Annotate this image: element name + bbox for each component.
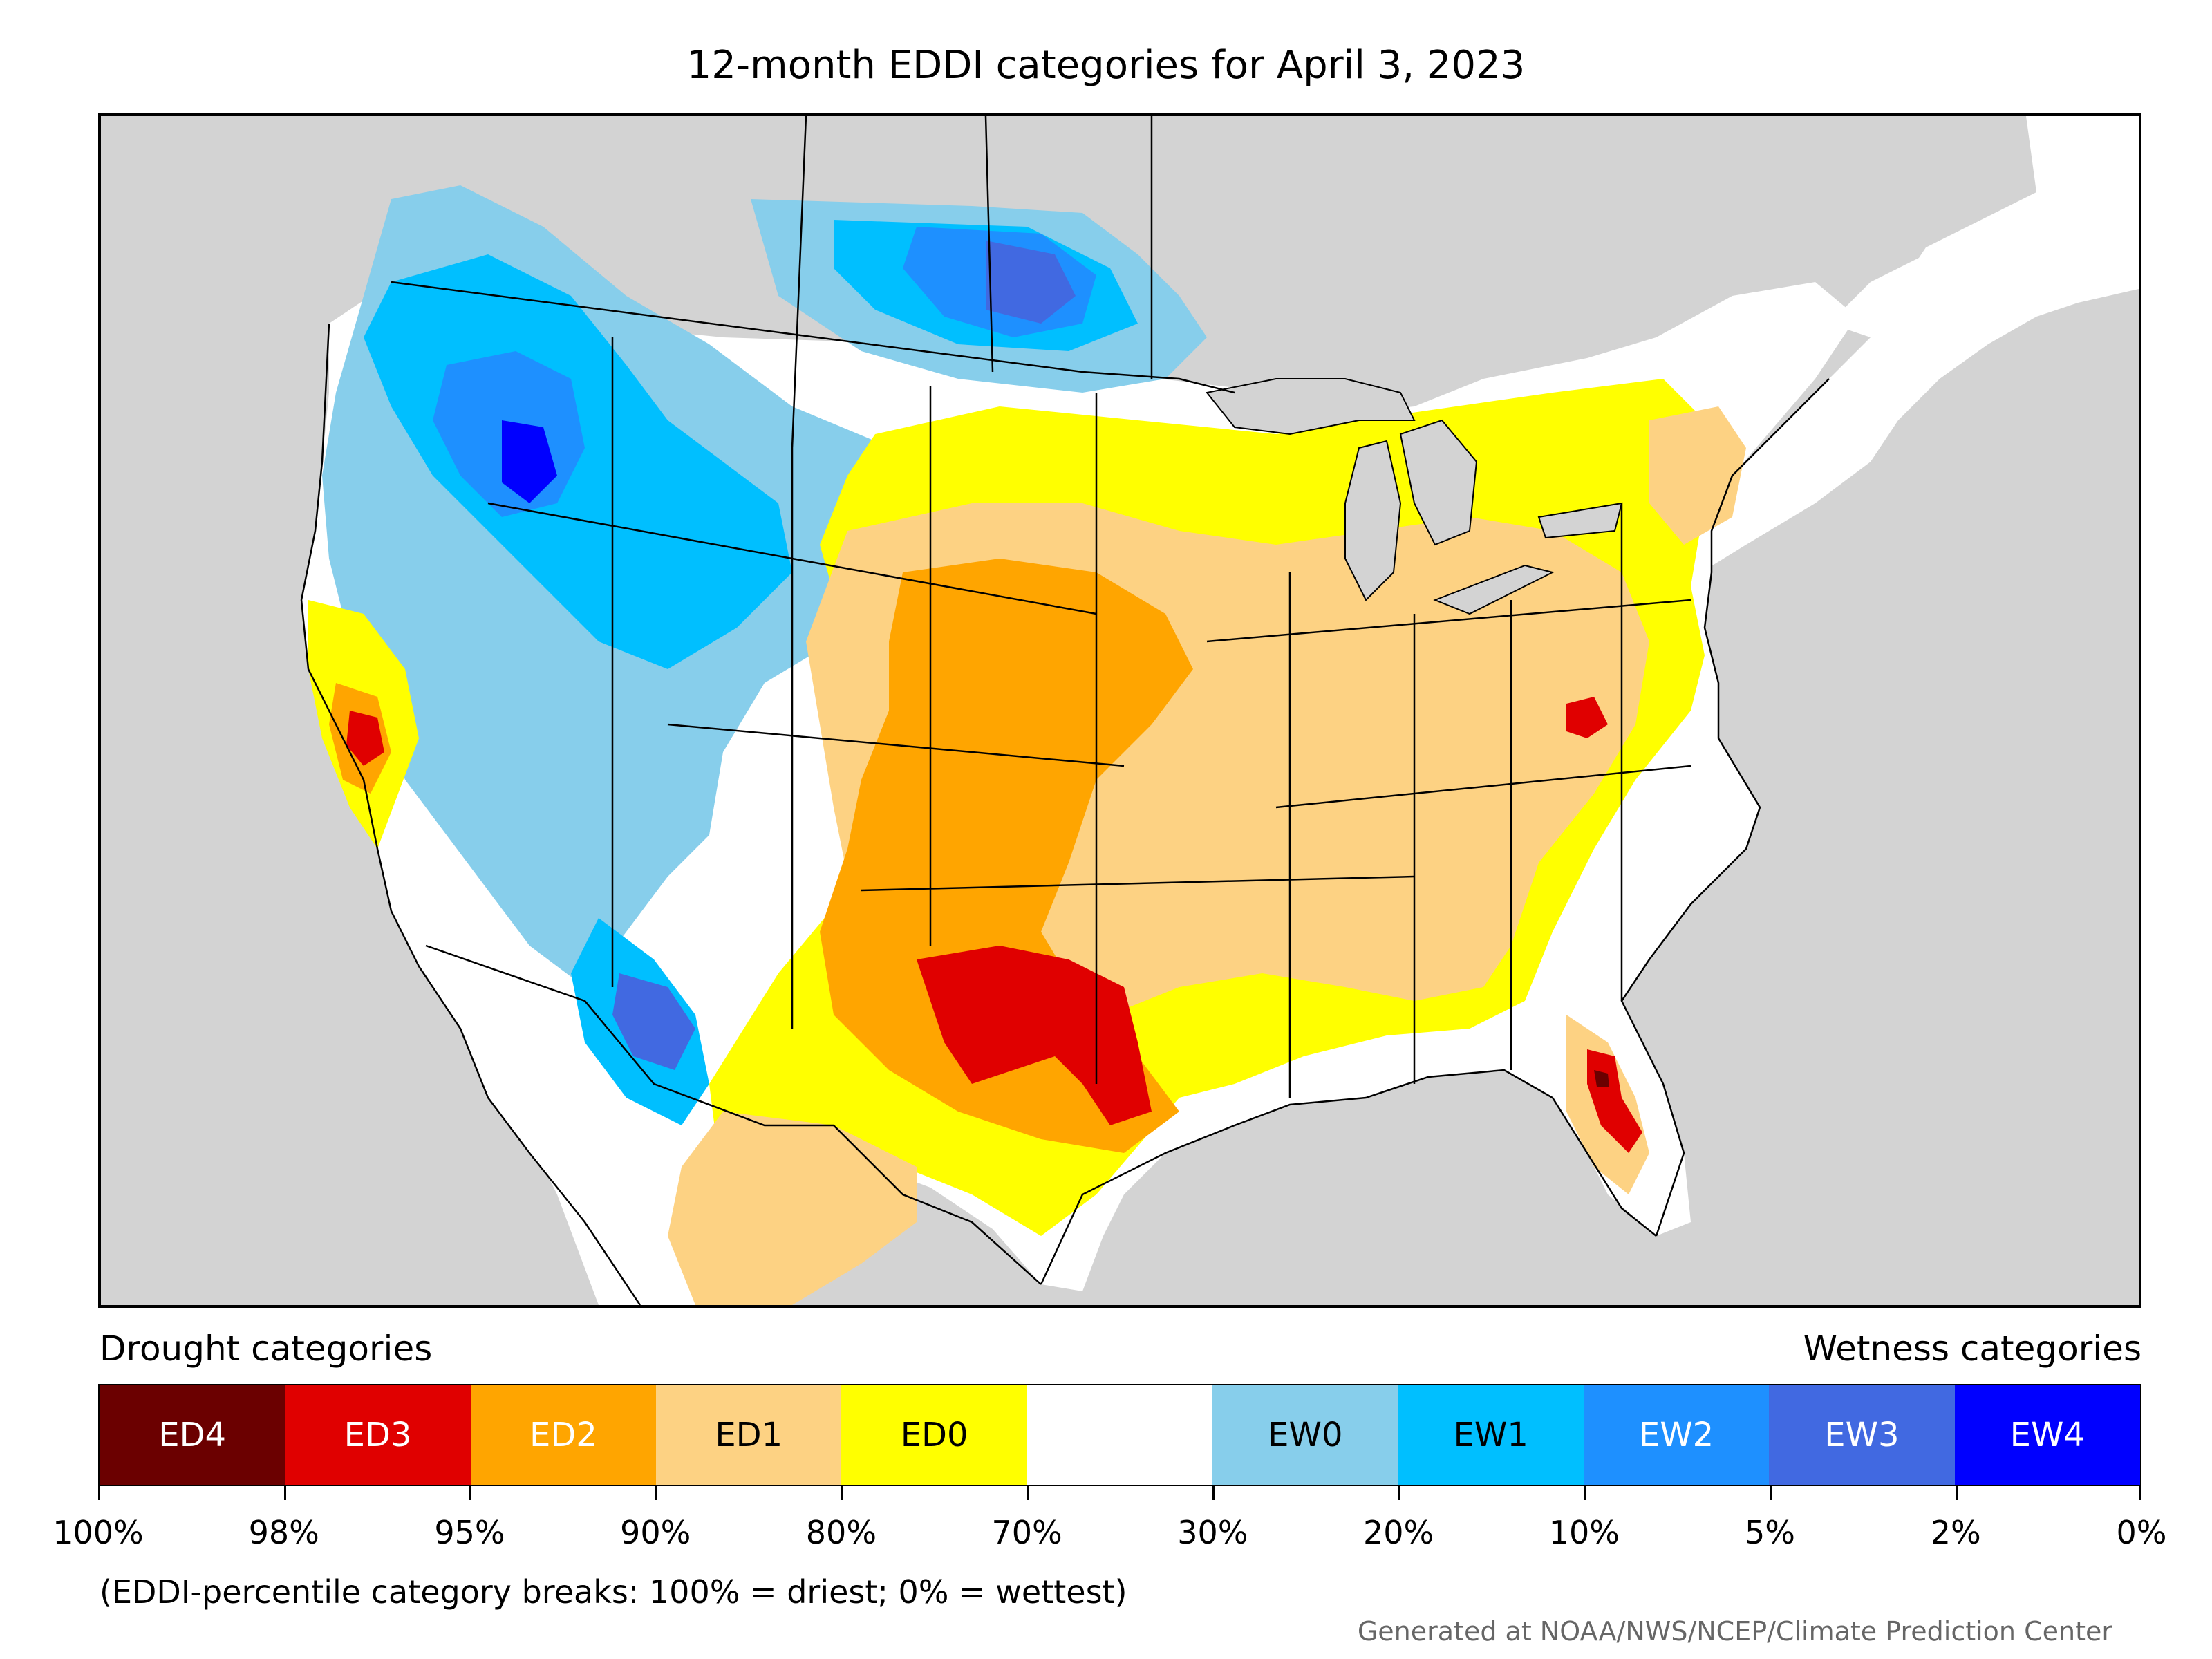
legend-swatch-ew4: EW4 — [1954, 1385, 2140, 1485]
map-title: 12-month EDDI categories for April 3, 20… — [686, 43, 1526, 88]
legend-tick-label: 30% — [1177, 1514, 1248, 1551]
ew4-area-idaho — [502, 420, 557, 503]
ew3-area-northdakota — [986, 241, 1076, 324]
legend-swatch-ew0: EW0 — [1212, 1385, 1398, 1485]
lake-ontario — [1537, 502, 1623, 539]
drought-categories-label: Drought categories — [100, 1329, 433, 1369]
province-line-2 — [984, 116, 994, 373]
legend-tick-label: 98% — [248, 1514, 319, 1551]
legend-tick — [1398, 1486, 1401, 1500]
legend-tick-label: 100% — [53, 1514, 144, 1551]
category-areas — [308, 185, 1746, 1305]
legend-tick — [1027, 1486, 1029, 1500]
land-maritimes — [1829, 234, 2009, 365]
legend-tick-label: 0% — [2116, 1514, 2167, 1551]
legend-tick — [1770, 1486, 1772, 1500]
legend-tick-label: 80% — [805, 1514, 877, 1551]
legend-swatch-normal — [1027, 1385, 1213, 1485]
legend-swatch-ew2: EW2 — [1583, 1385, 1770, 1485]
legend-tick-label: 2% — [1930, 1514, 1981, 1551]
province-line-1 — [791, 116, 807, 449]
boundary-lines — [300, 116, 1830, 1305]
conus-outline — [300, 323, 641, 1305]
state-line-7 — [861, 875, 1415, 892]
ed4-area-florida — [1594, 1070, 1609, 1087]
legend-tick-label: 20% — [1362, 1514, 1434, 1551]
legend-swatch-ed2: ED2 — [470, 1385, 657, 1485]
legend-tick — [283, 1486, 286, 1500]
state-line-6 — [667, 723, 1125, 767]
ed1-area-northeast — [1649, 406, 1746, 545]
legend-tick-label: 70% — [991, 1514, 1062, 1551]
legend-tick — [1212, 1486, 1215, 1500]
legend-tick-label: 95% — [434, 1514, 505, 1551]
category-breaks-note: (EDDI-percentile category breaks: 100% =… — [100, 1573, 1127, 1611]
ew3-area-southwest — [612, 973, 695, 1070]
ed3-area-virginia — [1566, 697, 1608, 738]
legend-tick — [2139, 1486, 2141, 1500]
ed3-area-california — [346, 711, 384, 766]
great-lakes — [1206, 378, 1623, 615]
lake-huron — [1399, 419, 1478, 546]
legend-swatch-ed3: ED3 — [285, 1385, 471, 1485]
lake-erie — [1433, 564, 1555, 615]
atlantic-coast — [1620, 378, 1830, 1237]
ed2-area-plains — [820, 559, 1193, 1153]
credit-text: Generated at NOAA/NWS/NCEP/Climate Predi… — [1357, 1616, 2112, 1647]
legend-tick-label: 10% — [1548, 1514, 1620, 1551]
state-line-8 — [1206, 599, 1691, 643]
legend-swatch-ew1: EW1 — [1398, 1385, 1584, 1485]
mexico-border — [425, 944, 1042, 1285]
state-line-5 — [487, 502, 1097, 615]
legend-swatch-ed1: ED1 — [656, 1385, 842, 1485]
wetness-categories-label: Wetness categories — [1803, 1329, 2141, 1369]
eddi-map — [98, 113, 2141, 1308]
ed3-area-texas — [917, 946, 1152, 1125]
legend-swatch-ed4: ED4 — [100, 1385, 285, 1485]
gulf-coast — [1040, 1069, 1657, 1285]
legend-tick — [655, 1486, 658, 1500]
legend-tick — [841, 1486, 843, 1500]
legend-tick — [98, 1486, 100, 1500]
lake-michigan — [1344, 440, 1402, 601]
legend-tick — [1956, 1486, 1958, 1500]
us-canada-border — [391, 281, 1235, 394]
legend-tick-label: 90% — [620, 1514, 691, 1551]
legend-swatch-ed0: ED0 — [841, 1385, 1027, 1485]
lake-superior — [1206, 378, 1416, 435]
ed1-area-southtexas — [668, 1112, 917, 1305]
legend-ticks — [98, 1486, 2141, 1500]
legend-colorbar: ED4 ED3 ED2 ED1 ED0 EW0 EW1 EW2 EW3 EW4 — [98, 1384, 2141, 1486]
legend-tick — [1584, 1486, 1586, 1500]
legend-tick-label: 5% — [1745, 1514, 1796, 1551]
legend-tick — [469, 1486, 472, 1500]
legend-swatch-ew3: EW3 — [1769, 1385, 1955, 1485]
